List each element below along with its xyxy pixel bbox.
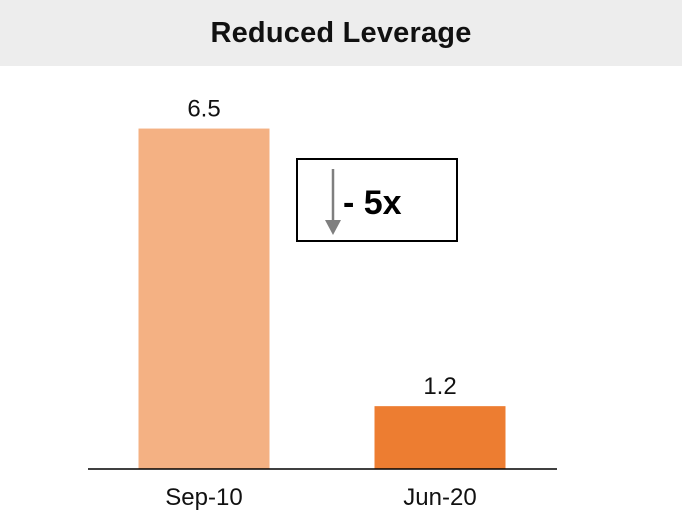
data-label-sep-10: 6.5 (187, 96, 220, 123)
callout-box (296, 158, 458, 242)
data-label-jun-20: 1.2 (423, 373, 456, 400)
bar-jun-20 (374, 406, 506, 469)
x-tick-labels-group: Sep-10 Jun-20 (165, 484, 476, 511)
data-labels-group: 6.5 1.2 (187, 96, 456, 401)
x-tick-label-jun-20: Jun-20 (403, 484, 476, 511)
x-tick-label-sep-10: Sep-10 (165, 484, 242, 511)
reduction-callout: - 5x (296, 158, 458, 242)
bars-group (138, 128, 506, 469)
arrow-down-icon (325, 169, 341, 235)
title-bar: Reduced Leverage (0, 0, 682, 66)
bar-sep-10 (138, 128, 270, 469)
callout-label: - 5x (343, 184, 402, 222)
chart-title: Reduced Leverage (210, 16, 472, 49)
